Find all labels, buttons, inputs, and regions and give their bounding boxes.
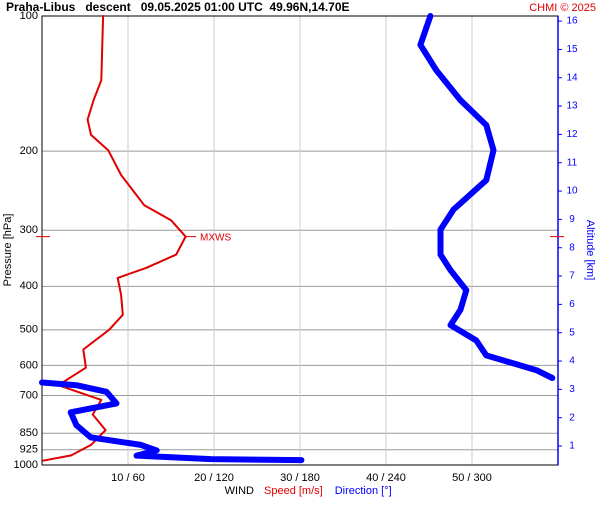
y2-tick-label: 15 — [566, 44, 578, 55]
x-tick-label: 20 / 120 — [194, 472, 234, 484]
series-line — [39, 13, 556, 464]
y-axis-label: Pressure [hPa] — [2, 214, 14, 287]
y-tick-label: 925 — [20, 444, 38, 456]
y2-tick-label: 1 — [569, 441, 575, 452]
y-tick-label: 500 — [20, 324, 38, 336]
x-tick-label: 30 / 180 — [280, 472, 320, 484]
y2-tick-label: 9 — [569, 214, 575, 225]
annotation: MXWS — [200, 232, 231, 243]
chart-title: Praha-Libus descent 09.05.2025 01:00 UTC… — [6, 0, 350, 14]
y2-tick-label: 4 — [569, 356, 575, 367]
y-tick-label: 300 — [20, 224, 38, 236]
y2-tick-label: 10 — [566, 186, 578, 197]
credit: CHMI © 2025 — [529, 2, 596, 14]
y2-tick-label: 3 — [569, 384, 575, 395]
y-tick-label: 400 — [20, 280, 38, 292]
y2-tick-label: 6 — [569, 299, 575, 310]
y2-tick-label: 13 — [566, 101, 578, 112]
x-tick-label: 10 / 60 — [111, 472, 145, 484]
y-tick-label: 200 — [20, 145, 38, 157]
y2-tick-label: 2 — [569, 412, 575, 423]
x-axis-label: WIND — [225, 485, 254, 497]
y2-tick-label: 12 — [566, 129, 578, 140]
legend-entry: Direction [°] — [335, 485, 392, 497]
y-tick-label: 1000 — [14, 459, 38, 471]
y2-axis-label: Altitude [km] — [584, 220, 596, 281]
y-tick-label: 850 — [20, 427, 38, 439]
x-tick-label: 50 / 300 — [452, 472, 492, 484]
legend-entry: Speed [m/s] — [264, 485, 323, 497]
x-tick-label: 40 / 240 — [366, 472, 406, 484]
y2-tick-label: 5 — [569, 327, 575, 338]
y2-tick-label: 14 — [566, 72, 578, 83]
y-tick-label: 700 — [20, 389, 38, 401]
y2-tick-label: 8 — [569, 242, 575, 253]
y-tick-label: 600 — [20, 359, 38, 371]
y2-tick-label: 16 — [566, 16, 578, 27]
y-tick-label: 100 — [20, 10, 38, 22]
y2-tick-label: 7 — [569, 271, 575, 282]
y2-tick-label: 11 — [567, 157, 578, 168]
series-line — [41, 15, 187, 462]
